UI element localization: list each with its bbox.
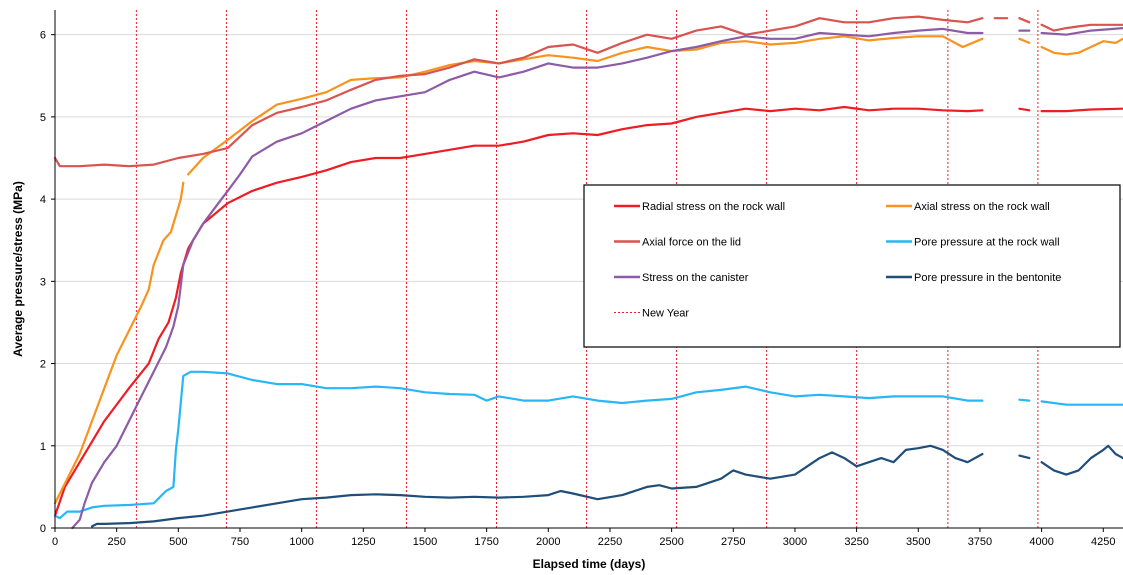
series-line-axial-stress-on-the-rock-wall	[1018, 37, 1031, 45]
series-line-radial-stress-on-the-rock-wall	[1018, 107, 1031, 112]
x-tick-label: 1250	[351, 536, 375, 548]
legend-label: New Year	[642, 308, 689, 320]
y-tick-label: 4	[40, 194, 46, 206]
legend-item: Pore pressure at the rock wall	[886, 237, 1060, 249]
x-tick-label: 3250	[844, 536, 868, 548]
series-line-axial-stress-on-the-rock-wall	[187, 35, 984, 176]
x-tick-label: 1000	[289, 536, 313, 548]
y-tick-label: 2	[40, 359, 46, 371]
series-line-pore-pressure-in-the-bentonite	[90, 444, 984, 528]
y-tick-label: 0	[40, 523, 46, 535]
x-tick-label: 4250	[1091, 536, 1115, 548]
y-tick-label: 1	[40, 441, 46, 453]
legend-label: Radial stress on the rock wall	[642, 201, 785, 213]
legend-item: Axial force on the lid	[614, 237, 741, 249]
legend-item: Pore pressure in the bentonite	[886, 272, 1061, 284]
series-line-pore-pressure-at-the-rock-wall	[1040, 400, 1123, 406]
x-tick-label: 1500	[413, 536, 437, 548]
x-tick-label: 4000	[1029, 536, 1053, 548]
series-line-pore-pressure-in-the-bentonite	[1040, 444, 1123, 476]
x-tick-label: 500	[169, 536, 187, 548]
y-axis-ticks: 0 1 2 3 4 5 6	[40, 30, 55, 535]
legend-box	[583, 184, 1121, 348]
x-axis-title: Elapsed time (days)	[533, 557, 646, 571]
x-tick-label: 3000	[783, 536, 807, 548]
legend-label: Axial stress on the rock wall	[914, 201, 1050, 213]
y-tick-label: 6	[40, 30, 46, 42]
x-tick-label: 3500	[906, 536, 930, 548]
series-line-stress-on-the-canister	[71, 27, 984, 530]
legend-label: Pore pressure in the bentonite	[914, 272, 1061, 284]
legend: Radial stress on the rock wall Axial stre…	[583, 184, 1121, 348]
series-line-stress-on-the-canister	[1040, 27, 1123, 36]
axes	[54, 10, 1123, 529]
x-tick-label: 2000	[536, 536, 560, 548]
legend-item: Radial stress on the rock wall	[614, 201, 785, 213]
series-line-axial-force-on-the-lid	[1018, 17, 1031, 24]
x-tick-label: 750	[231, 536, 249, 548]
y-tick-label: 3	[40, 276, 46, 288]
legend-label: Pore pressure at the rock wall	[914, 237, 1060, 249]
x-tick-label: 1750	[474, 536, 498, 548]
x-tick-label: 2750	[721, 536, 745, 548]
legend-label: Stress on the canister	[642, 272, 749, 284]
series-line-radial-stress-on-the-rock-wall	[1040, 107, 1123, 113]
x-tick-label: 250	[107, 536, 125, 548]
data-series	[53, 15, 1123, 530]
legend-label: Axial force on the lid	[642, 237, 741, 249]
legend-item: Stress on the canister	[614, 272, 749, 284]
series-line-axial-force-on-the-lid	[53, 15, 984, 168]
series-line-pore-pressure-in-the-bentonite	[1018, 454, 1031, 460]
series-line-pore-pressure-at-the-rock-wall	[53, 370, 984, 520]
x-tick-label: 3750	[968, 536, 992, 548]
x-tick-label: 2500	[659, 536, 683, 548]
series-line-axial-force-on-the-lid	[1040, 23, 1123, 32]
y-tick-label: 5	[40, 112, 46, 124]
series-line-axial-stress-on-the-rock-wall	[53, 181, 185, 505]
legend-item: Axial stress on the rock wall	[886, 201, 1050, 213]
series-line-radial-stress-on-the-rock-wall	[53, 105, 984, 517]
x-tick-label: 2250	[598, 536, 622, 548]
x-tick-label: 0	[52, 536, 58, 548]
x-axis-ticks: 0 250 500 750 1000 1250 1500 1750 2000 2250 2500 27…	[52, 528, 1116, 548]
legend-item: New Year	[614, 308, 689, 320]
series-line-axial-stress-on-the-rock-wall	[1040, 37, 1123, 56]
y-axis-title: Average pressure/stress (MPa)	[11, 181, 25, 357]
series-line-pore-pressure-at-the-rock-wall	[1018, 398, 1031, 402]
